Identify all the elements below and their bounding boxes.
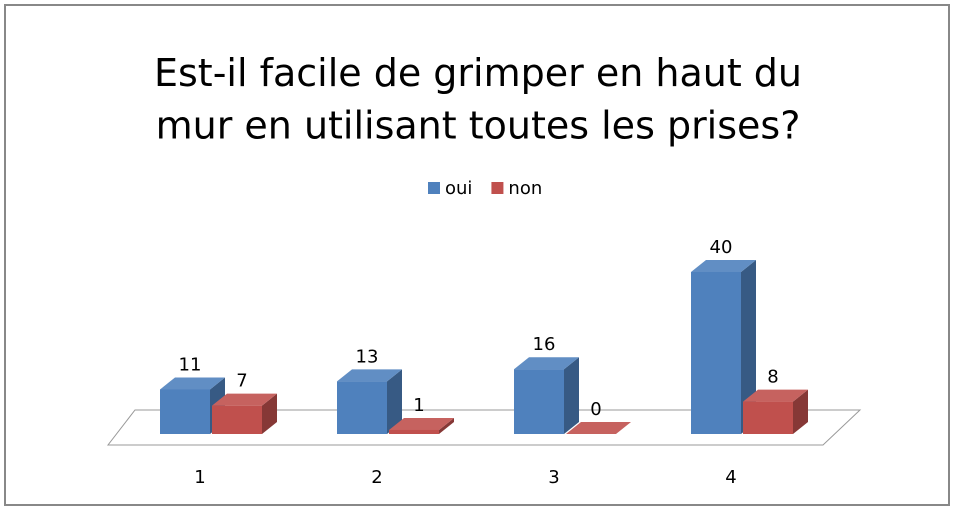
bar-top bbox=[514, 357, 579, 370]
bar-top bbox=[566, 422, 631, 434]
x-tick-label: 1 bbox=[194, 467, 205, 488]
chart-title-line1: Est-il facile de grimper en haut du bbox=[154, 51, 802, 95]
bar-top bbox=[337, 369, 402, 382]
x-tick-label: 3 bbox=[548, 467, 559, 488]
bar bbox=[514, 369, 564, 434]
bar-top bbox=[743, 389, 808, 402]
x-tick-label: 2 bbox=[371, 467, 382, 488]
legend-label: non bbox=[508, 178, 542, 199]
bar-3d bbox=[691, 260, 756, 434]
data-label: 8 bbox=[767, 367, 778, 388]
title-text: Est-il facile de grimper en haut du bbox=[154, 51, 802, 95]
bar-top bbox=[212, 393, 277, 406]
legend-swatch bbox=[428, 182, 440, 194]
bar-3d bbox=[337, 369, 402, 434]
bar-top bbox=[160, 377, 225, 390]
bar bbox=[212, 405, 262, 434]
legend-label: oui bbox=[445, 178, 472, 199]
bar-side bbox=[439, 417, 454, 434]
bar bbox=[691, 272, 741, 434]
data-label: 40 bbox=[710, 237, 733, 258]
bar-side bbox=[564, 357, 579, 434]
bar-3d bbox=[566, 422, 631, 434]
bar-side bbox=[793, 389, 808, 434]
bar-3d bbox=[212, 393, 277, 434]
data-label: 7 bbox=[236, 371, 247, 392]
data-label: 11 bbox=[179, 354, 202, 375]
bar-top bbox=[691, 260, 756, 272]
data-label: 16 bbox=[533, 334, 556, 355]
bar-3d bbox=[389, 417, 454, 434]
data-label: 1 bbox=[413, 395, 424, 416]
floor bbox=[106, 409, 862, 446]
chart-title-line2: mur en utilisant toutes les prises? bbox=[156, 104, 801, 148]
bar bbox=[743, 401, 793, 434]
bar-side bbox=[741, 260, 756, 434]
bar-3d bbox=[514, 357, 579, 434]
bar-side bbox=[262, 393, 277, 434]
data-label: 0 bbox=[590, 399, 601, 420]
bar-top bbox=[389, 417, 454, 430]
bar bbox=[337, 381, 387, 434]
data-label: 13 bbox=[356, 346, 379, 367]
x-tick-label: 4 bbox=[725, 467, 736, 488]
bar bbox=[389, 429, 439, 434]
bar bbox=[160, 389, 210, 434]
bar-3d bbox=[743, 389, 808, 434]
bar-side bbox=[387, 369, 402, 434]
legend-swatch bbox=[491, 182, 504, 194]
